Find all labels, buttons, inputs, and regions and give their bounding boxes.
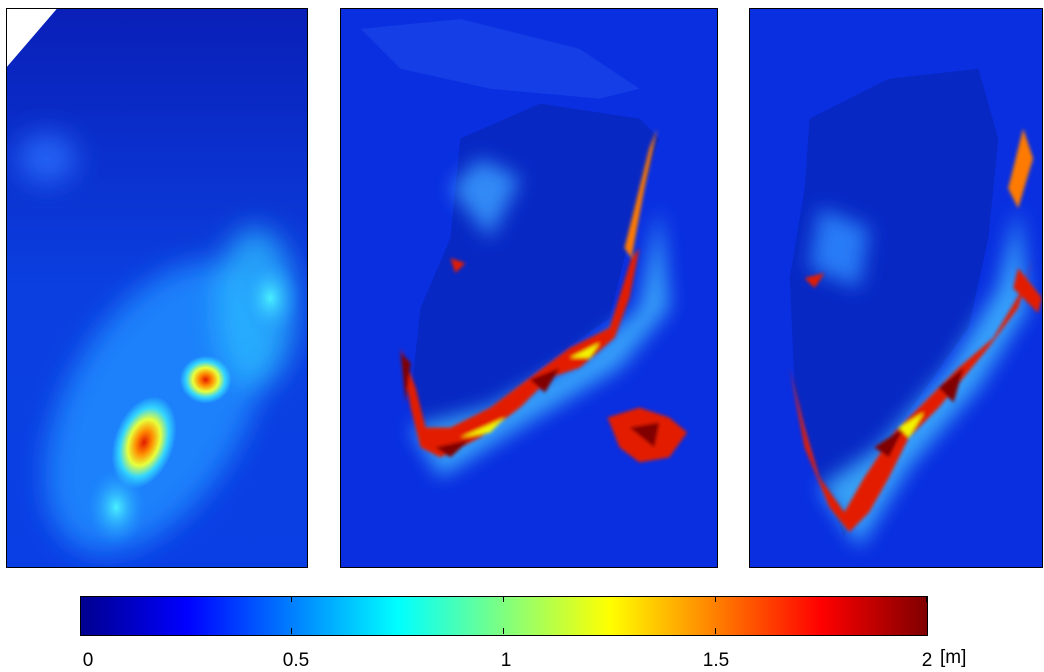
tick-mark-bottom-1.5 [715,628,716,634]
colorbar-gradient [80,596,928,636]
tick-mark-1.5 [715,596,716,602]
tick-label-1.5: 1.5 [702,650,730,671]
tick-mark-1 [503,596,504,602]
map-panel-coarse [6,8,308,568]
coarse-field-image [7,9,307,567]
tick-mark-bottom-1 [503,628,504,634]
greenland-fine-image [750,9,1042,567]
map-panel-greenland-medium [340,8,718,568]
tick-mark-2 [926,596,927,602]
tick-label-0.5: 0.5 [282,650,310,671]
colorbar [80,596,928,636]
tick-mark-0 [80,596,81,602]
unit-label: [m] [940,647,967,668]
map-panel-greenland-fine [749,8,1043,568]
tick-label-0: 0 [82,650,94,671]
tick-label-1: 1 [500,650,512,671]
tick-mark-0.5 [291,596,292,602]
tick-label-2: 2 [921,650,933,671]
greenland-medium-image [341,9,717,567]
tick-mark-bottom-0.5 [291,628,292,634]
